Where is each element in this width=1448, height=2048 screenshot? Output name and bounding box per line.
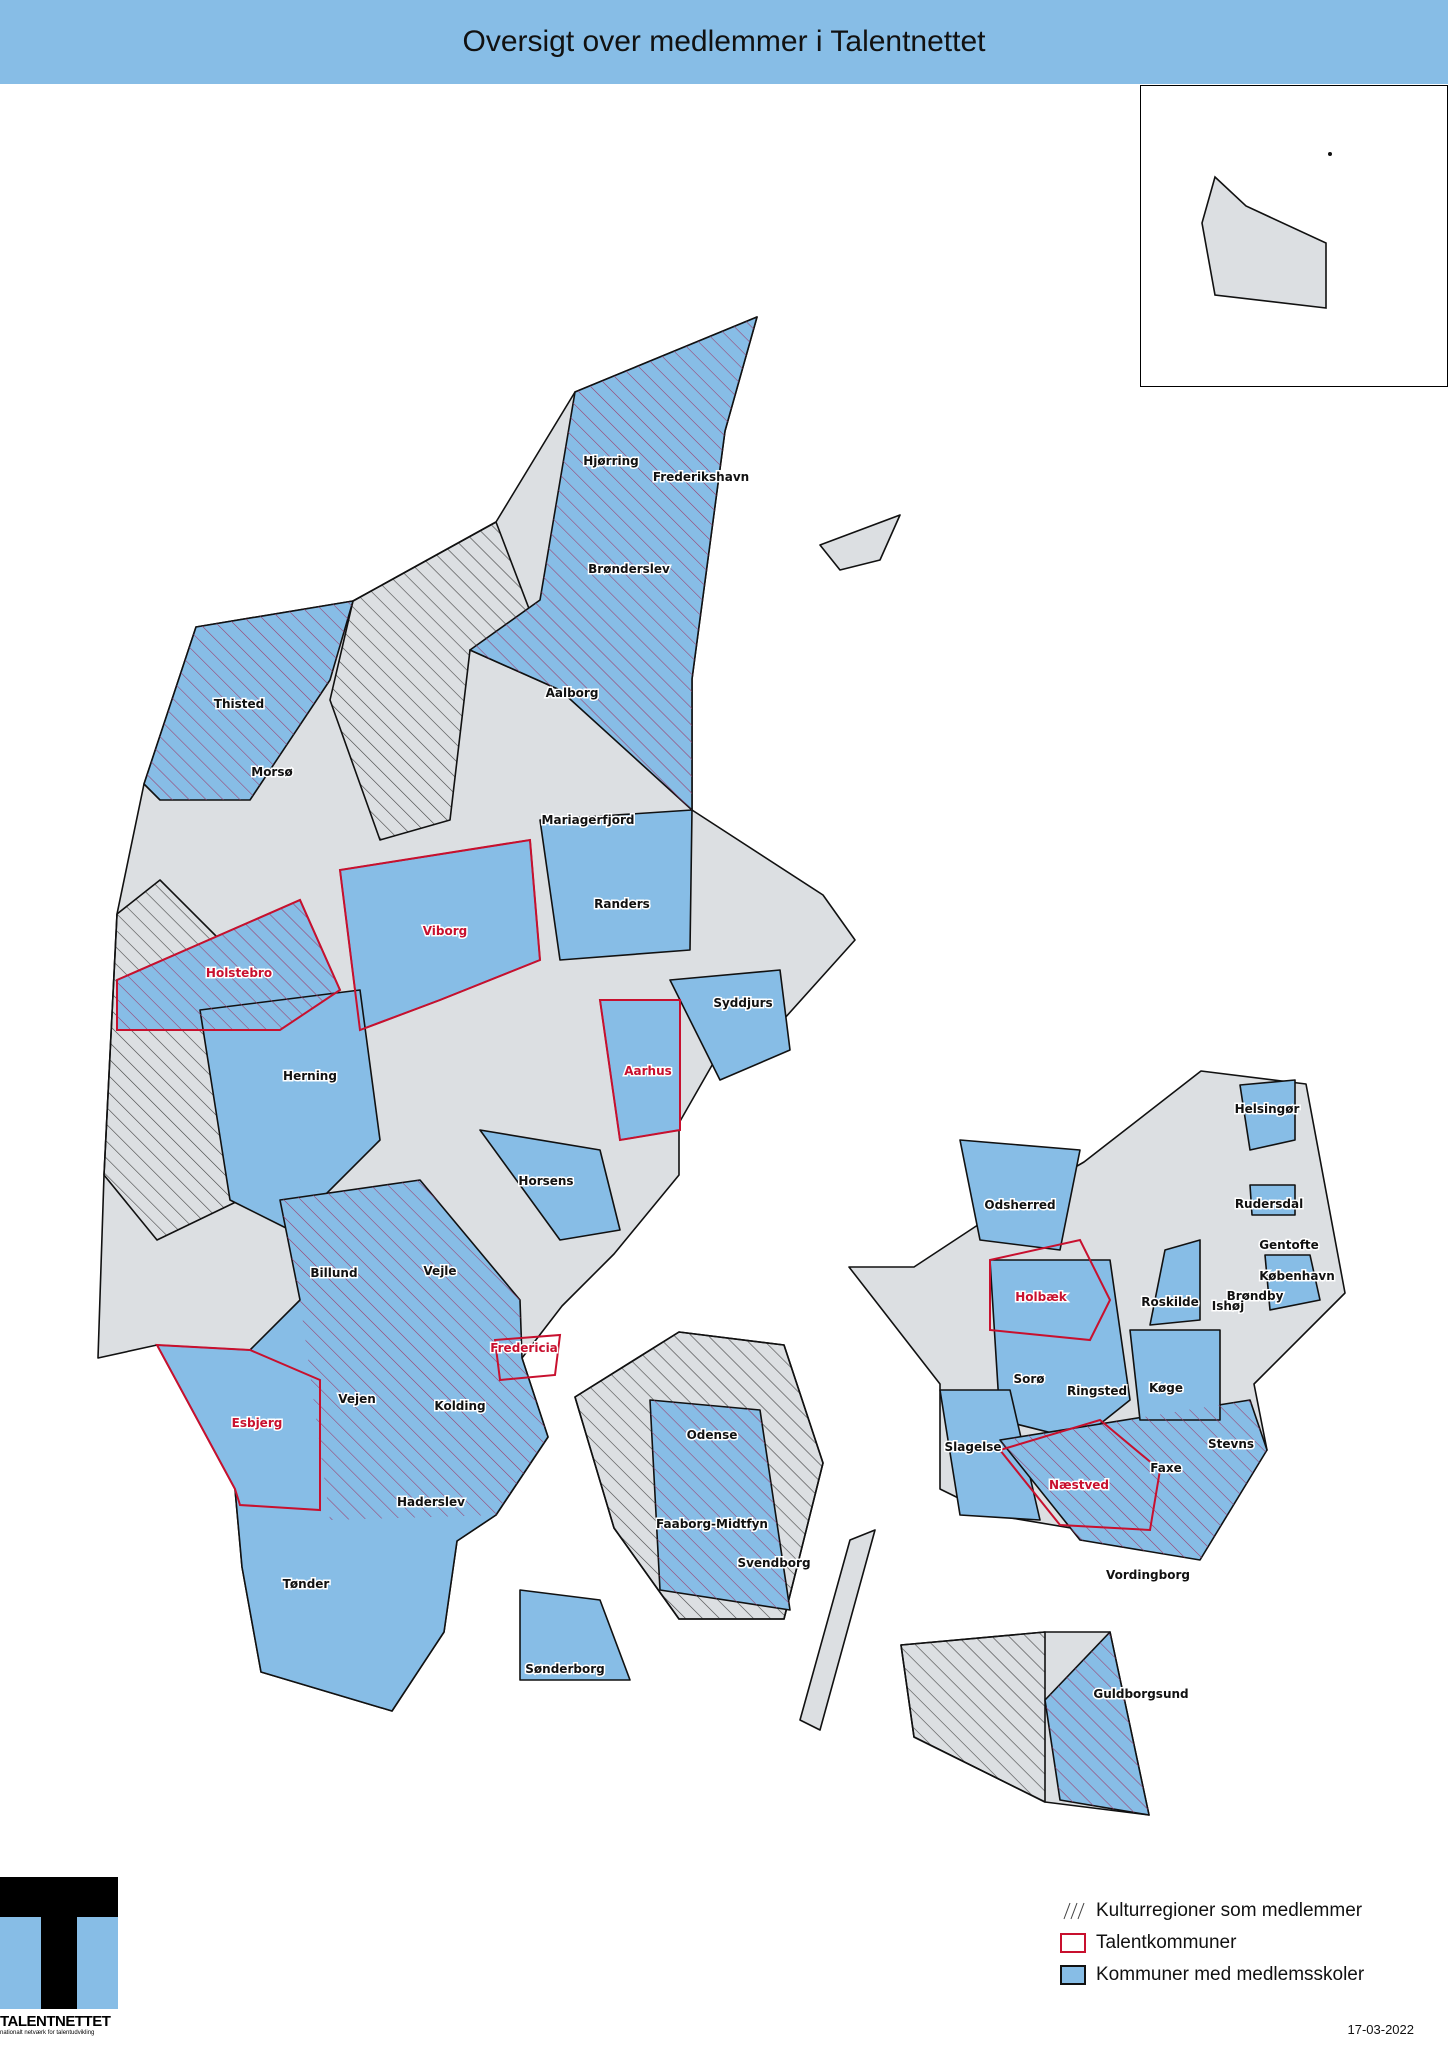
- hatch-holstebro: [117, 900, 340, 1030]
- talent-outline-naestved: [998, 1418, 1162, 1532]
- label-kolding: Kolding: [434, 1399, 485, 1413]
- ertholmene: [1328, 152, 1332, 156]
- region-rudersdal: [1249, 1184, 1296, 1216]
- legend-item-kulturregioner: Kulturregioner som medlemmer: [1060, 1895, 1364, 1927]
- region-syddjurs: [669, 969, 791, 1081]
- label-vordingborg: Vordingborg: [1106, 1568, 1190, 1582]
- label-soro: Sorø: [1013, 1372, 1044, 1386]
- label-brondby: Brøndby: [1227, 1289, 1284, 1303]
- label-faaborg-midtfyn: Faaborg-Midtfyn: [656, 1517, 768, 1531]
- region-odsherred: [959, 1139, 1081, 1251]
- region-slagelse: [939, 1389, 1041, 1521]
- label-helsingor: Helsingør: [1235, 1102, 1300, 1116]
- label-morso: Morsø: [251, 765, 293, 779]
- logo-name: TALENTNETTET: [0, 2013, 111, 2030]
- label-esbjerg: Esbjerg: [232, 1416, 283, 1430]
- label-bronderslev: Brønderslev: [588, 562, 670, 576]
- legend: Kulturregioner som medlemmer Talentkommu…: [1060, 1895, 1364, 1991]
- label-hjorring: Hjørring: [583, 454, 638, 468]
- region-kobenhavn: [1264, 1254, 1321, 1311]
- label-aarhus: Aarhus: [624, 1064, 672, 1078]
- hatch-thisted: [144, 601, 353, 800]
- label-vejle: Vejle: [423, 1264, 456, 1278]
- hatch-south-zealand: [1000, 1400, 1267, 1560]
- region-hatched-himmerland: [329, 521, 561, 841]
- label-viborg: Viborg: [423, 924, 468, 938]
- label-kobenhavn: København: [1259, 1269, 1335, 1283]
- talent-outline-fredericia: [493, 1333, 562, 1382]
- label-naestved: Næstved: [1049, 1478, 1109, 1492]
- logo-tagline: nationalt netværk for talentudvikling: [0, 2030, 95, 2036]
- label-holbaek: Holbæk: [1015, 1290, 1068, 1304]
- title-bar: Oversigt over medlemmer i Talentnettet: [0, 0, 1448, 84]
- label-ishoj: Ishøj: [1212, 1299, 1245, 1313]
- label-aalborg: Aalborg: [546, 686, 599, 700]
- map-labels: Hjørring Frederikshavn Brønderslev Aalbo…: [204, 453, 1336, 1703]
- label-ringsted: Ringsted: [1067, 1384, 1127, 1398]
- hatch-south-jutland: [280, 1180, 548, 1520]
- region-helsingor: [1239, 1079, 1296, 1151]
- label-roskilde: Roskilde: [1141, 1295, 1199, 1309]
- legend-label-medlemsskoler: Kommuner med medlemsskoler: [1096, 1964, 1365, 1985]
- region-horsens: [479, 1129, 621, 1241]
- bornholm-map: [1201, 152, 1332, 309]
- region-randers: [539, 809, 693, 961]
- red-outline-swatch-icon: [1060, 1933, 1086, 1953]
- label-randers: Randers: [594, 897, 650, 911]
- label-sonderborg: Sønderborg: [525, 1662, 604, 1676]
- label-herning: Herning: [283, 1069, 337, 1083]
- map-date: 17-03-2022: [1347, 2022, 1415, 2037]
- legend-item-talentkommuner: Talentkommuner: [1060, 1927, 1364, 1959]
- label-slagelse: Slagelse: [945, 1440, 1002, 1454]
- legend-label-kulturregioner: Kulturregioner som medlemmer: [1096, 1900, 1363, 1921]
- anholt: [819, 514, 901, 571]
- bornholm-inset: [1140, 85, 1448, 387]
- label-holstebro: Holstebro: [206, 966, 272, 980]
- label-fredericia: Fredericia: [490, 1341, 558, 1355]
- label-tonder: Tønder: [283, 1577, 330, 1591]
- hatch-north-jutland: [470, 317, 757, 810]
- talent-outline-aarhus: [598, 999, 681, 1142]
- region-koge: [1129, 1329, 1221, 1421]
- label-faxe: Faxe: [1150, 1461, 1181, 1475]
- label-rudersdal: Rudersdal: [1235, 1197, 1303, 1211]
- langeland: [799, 1529, 876, 1731]
- talent-outline-holbaek: [989, 1238, 1112, 1342]
- hatch-guldborgsund: [1045, 1632, 1149, 1815]
- map-title: Oversigt over medlemmer i Talentnettet: [462, 25, 986, 58]
- label-billund: Billund: [310, 1266, 357, 1280]
- region-sonderborg: [519, 1589, 631, 1681]
- legend-item-medlemsskoler: Kommuner med medlemsskoler: [1060, 1959, 1364, 1991]
- label-odsherred: Odsherred: [984, 1198, 1055, 1212]
- hatch-fyn: [650, 1400, 790, 1610]
- label-odense: Odense: [687, 1428, 738, 1442]
- label-horsens: Horsens: [518, 1174, 573, 1188]
- talentnettet-logo: TALENTNETTET nationalt netværk for talen…: [0, 1877, 118, 2036]
- hatch-swatch-icon: [1063, 1902, 1085, 1920]
- label-guldborgsund: Guldborgsund: [1093, 1687, 1188, 1701]
- blue-fill-swatch-icon: [1060, 1965, 1086, 1985]
- legend-label-talentkommuner: Talentkommuner: [1096, 1932, 1237, 1953]
- bornholm: [1201, 175, 1327, 309]
- label-gentofte: Gentofte: [1259, 1238, 1319, 1252]
- label-syddjurs: Syddjurs: [713, 996, 772, 1010]
- label-stevns: Stevns: [1208, 1437, 1254, 1451]
- label-svendborg: Svendborg: [737, 1556, 810, 1570]
- region-roskilde: [1149, 1239, 1201, 1326]
- label-mariagerfjord: Mariagerfjord: [542, 813, 635, 827]
- region-hatched-lolland: [900, 1631, 1046, 1803]
- talent-outline-viborg: [338, 838, 542, 1032]
- label-haderslev: Haderslev: [397, 1495, 465, 1509]
- talent-outline-holstebro: [116, 898, 342, 1031]
- label-koge: Køge: [1149, 1381, 1183, 1395]
- talent-outline-esbjerg: [155, 1343, 321, 1512]
- label-vejen: Vejen: [338, 1392, 376, 1406]
- label-frederikshavn: Frederikshavn: [653, 470, 749, 484]
- label-thisted: Thisted: [214, 697, 264, 711]
